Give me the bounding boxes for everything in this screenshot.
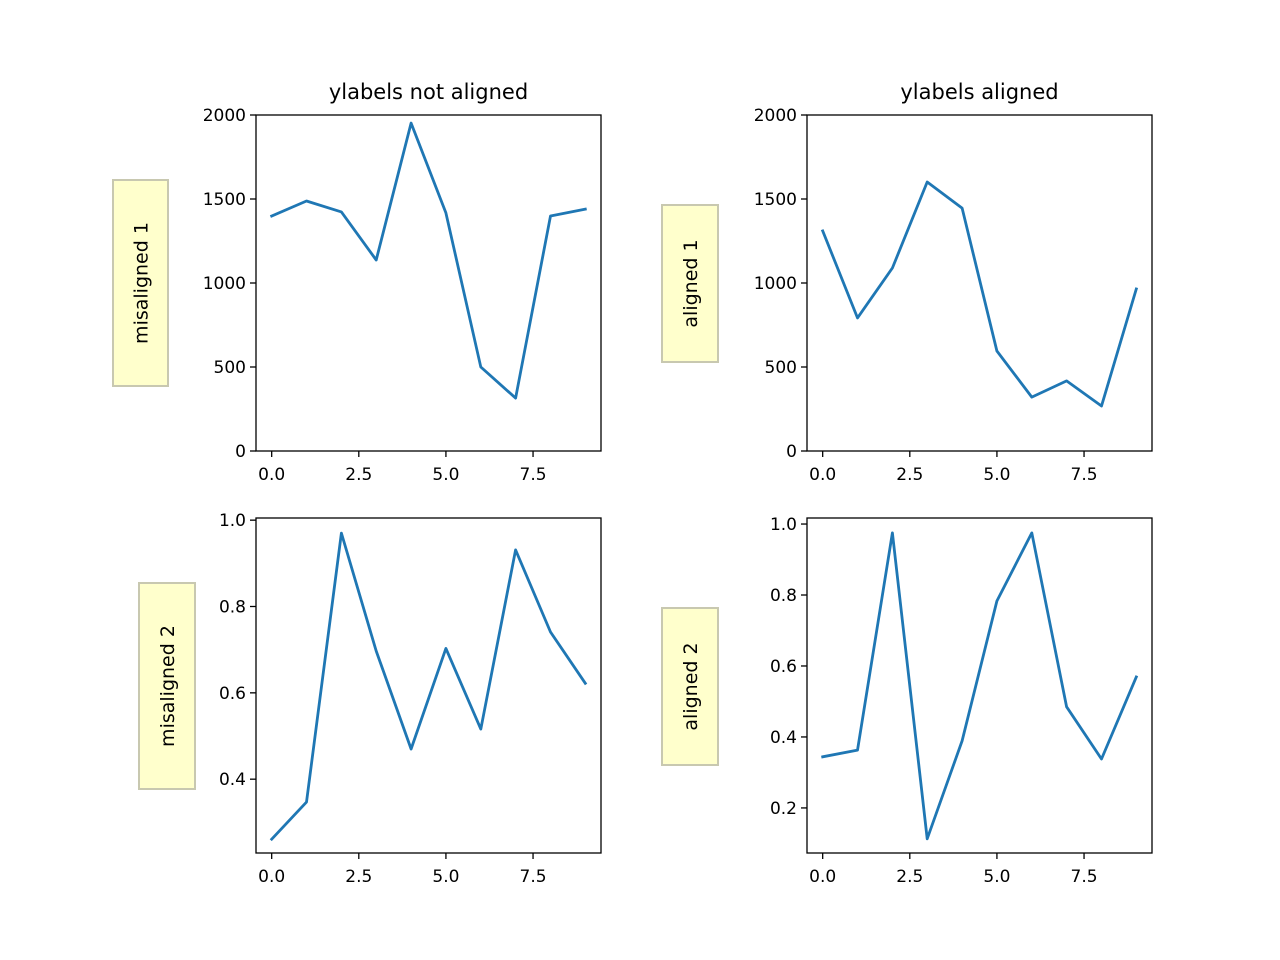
y-tick-label: 0.4: [770, 728, 797, 748]
axes-frame: [255, 517, 602, 854]
axes-frame: [806, 517, 1153, 854]
y-tick-label: 500: [214, 358, 246, 378]
x-tick-label: 5.0: [983, 465, 1010, 485]
x-tick-label: 0.0: [258, 867, 285, 887]
y-tick-label: 2000: [754, 106, 797, 126]
x-tick-label: 5.0: [983, 867, 1010, 887]
series-line: [269, 121, 587, 400]
x-tick-label: 5.0: [432, 465, 459, 485]
subplot-title: ylabels aligned: [900, 80, 1058, 104]
x-tick-label: 0.0: [809, 867, 836, 887]
subplot-1: 0.0 2.5 5.0 7.5 0 500 1000 1500 2000 ylabels not …: [112, 80, 602, 485]
y-tick-label: 0: [786, 442, 797, 462]
y-tick-label: 1000: [203, 274, 246, 294]
x-tick-label: 7.5: [520, 465, 547, 485]
y-axis-label: aligned 2: [680, 642, 702, 730]
y-tick-label: 1.0: [770, 515, 797, 535]
series-line: [269, 531, 588, 842]
y-tick-label: 1500: [754, 190, 797, 210]
y-tick-label: 2000: [203, 106, 246, 126]
y-tick-label: 1500: [203, 190, 246, 210]
x-tick-label: 2.5: [345, 465, 372, 485]
y-tick-label: 1000: [754, 274, 797, 294]
x-tick-label: 2.5: [896, 867, 923, 887]
subplot-title: ylabels not aligned: [329, 80, 528, 104]
y-axis-label: aligned 1: [680, 239, 702, 327]
x-tick-label: 0.0: [809, 465, 836, 485]
ylabel-box: [138, 582, 196, 790]
y-axis-label: misaligned 1: [131, 222, 153, 344]
series-line: [820, 180, 1139, 408]
y-tick-label: 500: [765, 358, 797, 378]
subplot-4: 0.0 2.5 5.0 7.5 0.2 0.4 0.6 0.8 1.0 aligned 2: [661, 515, 1153, 887]
x-tick-label: 2.5: [896, 465, 923, 485]
y-tick-label: 0.4: [219, 770, 246, 790]
ylabel-box: [661, 607, 719, 766]
y-tick-label: 0.8: [770, 586, 797, 606]
ylabel-box: [112, 179, 169, 387]
x-tick-label: 7.5: [1071, 867, 1098, 887]
y-tick-label: 0: [235, 442, 246, 462]
y-tick-label: 1.0: [219, 511, 246, 531]
ylabel-box: [661, 204, 719, 363]
x-tick-label: 2.5: [345, 867, 372, 887]
y-axis-label: misaligned 2: [157, 625, 179, 747]
x-tick-label: 7.5: [1071, 465, 1098, 485]
y-tick-label: 0.8: [219, 597, 246, 617]
x-tick-label: 0.0: [258, 465, 285, 485]
y-tick-label: 0.2: [770, 799, 797, 819]
subplot-3: 0.0 2.5 5.0 7.5 0.4 0.6 0.8 1.0 misaligned 2: [138, 511, 602, 887]
y-tick-label: 0.6: [770, 657, 797, 677]
x-tick-label: 7.5: [520, 867, 547, 887]
x-tick-label: 5.0: [432, 867, 459, 887]
subplot-2: 0.0 2.5 5.0 7.5 0 500 1000 1500 2000 ylabels alig…: [661, 80, 1153, 485]
y-tick-label: 0.6: [219, 684, 246, 704]
series-line: [821, 531, 1139, 841]
